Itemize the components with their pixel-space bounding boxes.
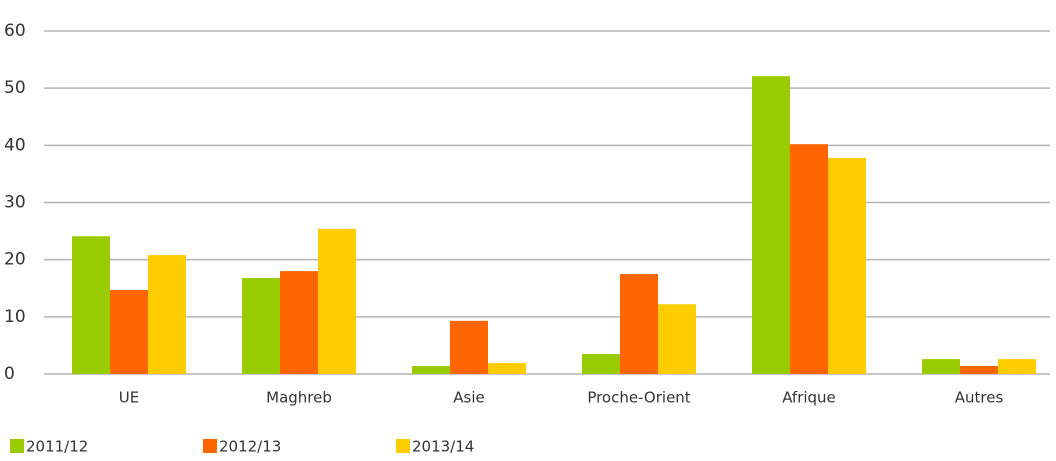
bar: [280, 271, 318, 374]
legend-swatch: [10, 439, 24, 453]
legend-label: 2012/13: [219, 438, 281, 456]
bar: [620, 273, 658, 374]
bar: [72, 236, 110, 374]
y-tick-label: 30: [4, 193, 26, 213]
legend-swatch: [396, 439, 410, 453]
bar: [450, 320, 488, 374]
bar: [412, 365, 450, 374]
x-tick-label: Autres: [955, 389, 1004, 407]
legend-label: 2011/12: [26, 438, 88, 456]
bar: [960, 365, 998, 374]
bar: [658, 304, 696, 374]
y-tick-label: 0: [4, 364, 15, 384]
x-tick-label: UE: [119, 389, 139, 407]
bar: [110, 289, 148, 374]
x-tick-label: Afrique: [782, 389, 836, 407]
y-tick-label: 50: [4, 78, 26, 98]
legend-swatch: [203, 439, 217, 453]
bar: [998, 359, 1036, 374]
bar: [318, 228, 356, 374]
bar: [242, 277, 280, 374]
y-tick-label: 20: [4, 250, 26, 270]
y-tick-label: 10: [4, 307, 26, 327]
x-tick-label: Asie: [453, 389, 484, 407]
bar: [148, 255, 186, 374]
y-tick-label: 60: [4, 21, 26, 41]
x-tick-label: Maghreb: [266, 389, 332, 407]
bar: [488, 363, 526, 374]
y-tick-label: 40: [4, 135, 26, 155]
bar: [752, 76, 790, 374]
bar: [582, 353, 620, 374]
x-tick-label: Proche-Orient: [587, 389, 690, 407]
bar: [922, 359, 960, 374]
bar: [828, 157, 866, 374]
legend-label: 2013/14: [412, 438, 474, 456]
bar: [790, 144, 828, 374]
